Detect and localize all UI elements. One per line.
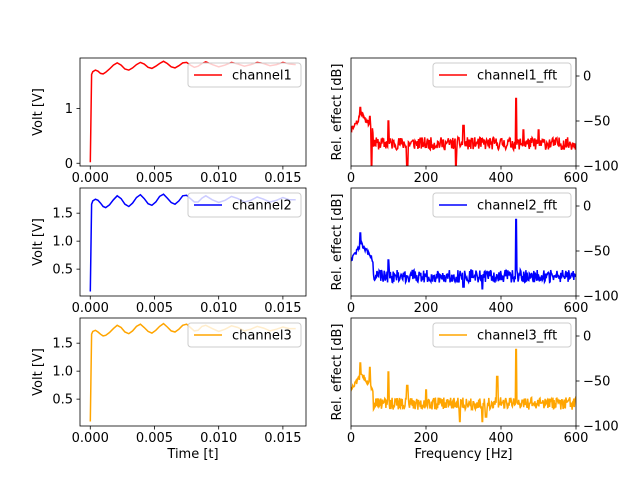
subplot-channel2: 0.000 0.005 0.010 0.015 0.5 1.0 1.5 Volt [V] cha… bbox=[31, 187, 307, 316]
subplot-channel1_fft: 0 200 400 600 0 −50 −100 Rel. effect [dB] channe… bbox=[330, 57, 619, 186]
legend-box bbox=[187, 192, 302, 218]
x-tick-label: 600 bbox=[564, 301, 589, 316]
x-tick-label: 0.015 bbox=[264, 171, 301, 186]
y-tick-label: 1.0 bbox=[52, 365, 73, 380]
legend: channel2_fft bbox=[432, 192, 572, 218]
axes-frame bbox=[79, 57, 307, 167]
y-axis-label: Rel. effect [dB] bbox=[330, 194, 345, 291]
y-tick-label: −100 bbox=[583, 290, 619, 305]
x-tick-label: 0.000 bbox=[72, 301, 109, 316]
x-tick-label: 0 bbox=[347, 431, 355, 446]
x-tick-label: 400 bbox=[489, 431, 514, 446]
x-tick-label: 400 bbox=[489, 171, 514, 186]
legend-label: channel1 bbox=[232, 69, 292, 84]
legend-box bbox=[187, 322, 302, 348]
y-tick-label: −100 bbox=[583, 160, 619, 175]
x-axis-label: Frequency [Hz] bbox=[414, 447, 512, 462]
legend: channel2 bbox=[187, 192, 302, 218]
y-tick-label: −50 bbox=[583, 375, 610, 390]
axes-frame bbox=[350, 187, 577, 297]
x-tick-label: 600 bbox=[564, 171, 589, 186]
x-tick-label: 0.015 bbox=[264, 431, 301, 446]
y-tick-label: 0 bbox=[583, 70, 591, 85]
legend-box bbox=[187, 62, 302, 88]
legend-box bbox=[432, 62, 572, 88]
y-tick-label: 1 bbox=[65, 102, 73, 117]
x-tick-label: 0.010 bbox=[200, 431, 237, 446]
y-axis-label: Rel. effect [dB] bbox=[330, 64, 345, 161]
subplot-channel3: 0.000 0.005 0.010 0.015 0.5 1.0 1.5 Volt [V] Tim… bbox=[31, 317, 307, 462]
legend: channel1 bbox=[187, 62, 302, 88]
legend-label: channel3_fft bbox=[477, 329, 557, 344]
axes-frame bbox=[79, 187, 307, 297]
axes-frame bbox=[350, 317, 577, 427]
subplot-channel2_fft: 0 200 400 600 0 −50 −100 Rel. effect [dB] channe… bbox=[330, 187, 619, 316]
legend-label: channel1_fft bbox=[477, 69, 557, 84]
legend-box bbox=[432, 322, 572, 348]
y-tick-label: 0 bbox=[583, 200, 591, 215]
x-tick-label: 600 bbox=[564, 431, 589, 446]
legend-label: channel2 bbox=[232, 199, 292, 214]
legend-label: channel2_fft bbox=[477, 199, 557, 214]
subplot-channel1: 0.000 0.005 0.010 0.015 0 1 Volt [V] channel1 bbox=[31, 57, 307, 186]
x-tick-label: 0.010 bbox=[200, 171, 237, 186]
x-tick-label: 200 bbox=[414, 431, 439, 446]
y-tick-label: 1.0 bbox=[52, 235, 73, 250]
x-tick-label: 0.005 bbox=[136, 301, 173, 316]
legend-box bbox=[432, 192, 572, 218]
x-tick-label: 200 bbox=[414, 171, 439, 186]
y-tick-label: 0.5 bbox=[52, 393, 73, 408]
y-axis-label: Volt [V] bbox=[31, 88, 46, 136]
x-axis-label: Time [t] bbox=[166, 447, 218, 462]
y-tick-label: −50 bbox=[583, 245, 610, 260]
y-tick-label: −100 bbox=[583, 420, 619, 435]
y-axis-label: Volt [V] bbox=[31, 348, 46, 396]
x-tick-label: 0 bbox=[347, 171, 355, 186]
y-tick-label: 1.5 bbox=[52, 337, 73, 352]
legend: channel3_fft bbox=[432, 322, 572, 348]
legend: channel1_fft bbox=[432, 62, 572, 88]
y-axis-label: Volt [V] bbox=[31, 218, 46, 266]
x-tick-label: 0.005 bbox=[136, 171, 173, 186]
y-tick-label: 0 bbox=[583, 330, 591, 345]
x-tick-label: 200 bbox=[414, 301, 439, 316]
series-line-channel3_fft bbox=[351, 348, 576, 423]
subplot-channel3_fft: 0 200 400 600 0 −50 −100 Rel. effect [dB] Freque… bbox=[330, 317, 619, 462]
axes-frame bbox=[79, 317, 307, 427]
x-tick-label: 0.005 bbox=[136, 431, 173, 446]
y-tick-label: 0.5 bbox=[52, 263, 73, 278]
x-tick-label: 0.000 bbox=[72, 431, 109, 446]
x-tick-label: 0.010 bbox=[200, 301, 237, 316]
y-axis-label: Rel. effect [dB] bbox=[330, 324, 345, 421]
y-tick-label: 1.5 bbox=[52, 207, 73, 222]
x-tick-label: 400 bbox=[489, 301, 514, 316]
x-tick-label: 0 bbox=[347, 301, 355, 316]
y-tick-label: −50 bbox=[583, 115, 610, 130]
y-tick-label: 0 bbox=[65, 157, 73, 172]
x-tick-label: 0.000 bbox=[72, 171, 109, 186]
series-line-channel1_fft bbox=[351, 97, 576, 166]
axes-frame bbox=[350, 57, 577, 167]
legend-label: channel3 bbox=[232, 329, 292, 344]
x-tick-label: 0.015 bbox=[264, 301, 301, 316]
legend: channel3 bbox=[187, 322, 302, 348]
series-line-channel2_fft bbox=[351, 218, 576, 290]
